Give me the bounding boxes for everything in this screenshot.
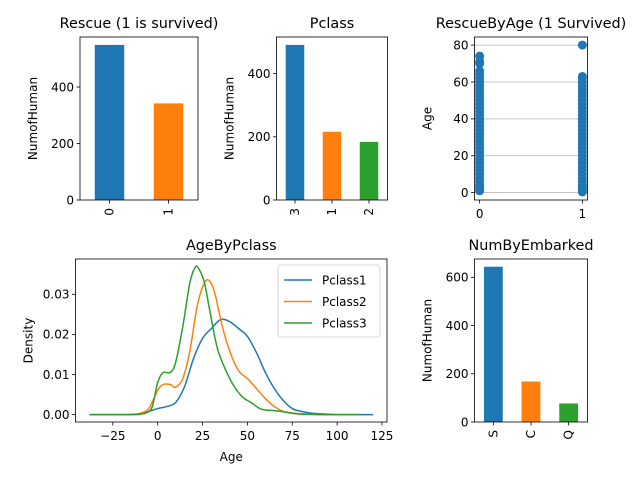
bar-Q <box>559 403 579 422</box>
x-tick-label: 0 <box>103 208 117 216</box>
legend-entry: Pclass2 <box>322 295 367 309</box>
x-tick-label: C <box>524 430 538 438</box>
y-tick-label: 60 <box>453 75 468 89</box>
y-tick-label: 400 <box>248 67 271 81</box>
y-tick-label: 0.02 <box>43 328 70 342</box>
y-tick-label: 0.01 <box>43 368 70 382</box>
bar-1 <box>153 103 184 200</box>
chart-agebypclass: −25 0 25 50 75 100 125 Age 0.00 0.01 0.02 0.03 Densi… <box>22 238 394 464</box>
chart-title: Rescue (1 is survived) <box>60 16 219 32</box>
axes-frame <box>474 258 588 423</box>
x-tick-label: 125 <box>371 429 394 443</box>
x-tick-label: 0 <box>154 429 162 443</box>
y-tick-label: 600 <box>446 271 469 285</box>
bar-0 <box>94 44 125 200</box>
x-tick-label: 25 <box>195 429 210 443</box>
y-axis-label: NumofHuman <box>223 77 237 160</box>
x-tick-label: 50 <box>240 429 255 443</box>
axes-frame <box>276 36 388 201</box>
axes-frame <box>79 36 199 201</box>
bar-1 <box>322 131 342 200</box>
legend-box <box>277 264 381 338</box>
axes-frame <box>75 258 388 423</box>
chart-title: NumByEmbarked <box>468 238 593 254</box>
bar-3 <box>285 44 305 201</box>
bar-2 <box>359 141 379 200</box>
x-tick-label: 75 <box>285 429 300 443</box>
x-tick-label: −25 <box>100 429 125 443</box>
line-Pclass3 <box>89 265 359 416</box>
y-axis-label: NumofHuman <box>421 299 435 382</box>
legend-entry: Pclass3 <box>322 316 367 330</box>
x-tick-label: 1 <box>579 207 587 221</box>
y-tick-label: 400 <box>51 80 74 94</box>
x-tick-label: 3 <box>288 208 302 216</box>
legend-entry: Pclass1 <box>322 273 367 287</box>
chart-numbyembarked: S C Q 0 200 400 600 NumofHuman NumByEmbarked <box>421 238 594 439</box>
legend: Pclass1 Pclass2 Pclass3 <box>277 264 381 338</box>
y-tick-label: 0.03 <box>43 288 70 302</box>
line-Pclass1 <box>89 318 374 416</box>
x-tick-label: 0 <box>476 207 484 221</box>
x-tick-label: 100 <box>326 429 349 443</box>
chart-title: RescueByAge (1 Survived) <box>436 16 627 32</box>
x-tick-label: 2 <box>362 208 376 216</box>
x-axis-label: Age <box>220 450 243 464</box>
y-axis-label: Age <box>421 107 435 130</box>
bar-C <box>521 381 541 422</box>
y-tick-label: 400 <box>446 319 469 333</box>
y-tick-label: 0 <box>66 193 74 207</box>
y-tick-label: 0 <box>263 193 271 207</box>
chart-title: Pclass <box>310 16 354 32</box>
y-tick-label: 0 <box>461 415 469 429</box>
y-axis-label: NumofHuman <box>26 77 40 160</box>
x-tick-label: Q <box>562 430 576 439</box>
scatter-point <box>577 40 587 50</box>
chart-rescue: 0 1 0 200 400 NumofHuman Rescue (1 is survived… <box>26 16 218 216</box>
y-axis-label: Density <box>22 318 36 364</box>
scatter-point <box>475 51 485 61</box>
bar-S <box>483 266 503 422</box>
x-tick-label: S <box>486 430 500 438</box>
y-tick-label: 80 <box>453 38 468 52</box>
y-tick-label: 40 <box>453 112 468 126</box>
y-tick-label: 200 <box>248 130 271 144</box>
y-tick-label: 20 <box>453 149 468 163</box>
y-tick-label: 0.00 <box>43 408 70 422</box>
chart-pclass: 3 1 2 0 200 400 NumofHuman Pclass <box>223 16 388 216</box>
y-tick-label: 200 <box>51 137 74 151</box>
y-tick-label: 200 <box>446 367 469 381</box>
y-tick-label: 0 <box>461 186 469 200</box>
x-tick-label: 1 <box>325 208 339 216</box>
x-tick-label: 1 <box>162 208 176 216</box>
scatter-point <box>475 66 485 76</box>
scatter-point <box>577 71 587 81</box>
chart-title: AgeByPclass <box>186 238 277 254</box>
